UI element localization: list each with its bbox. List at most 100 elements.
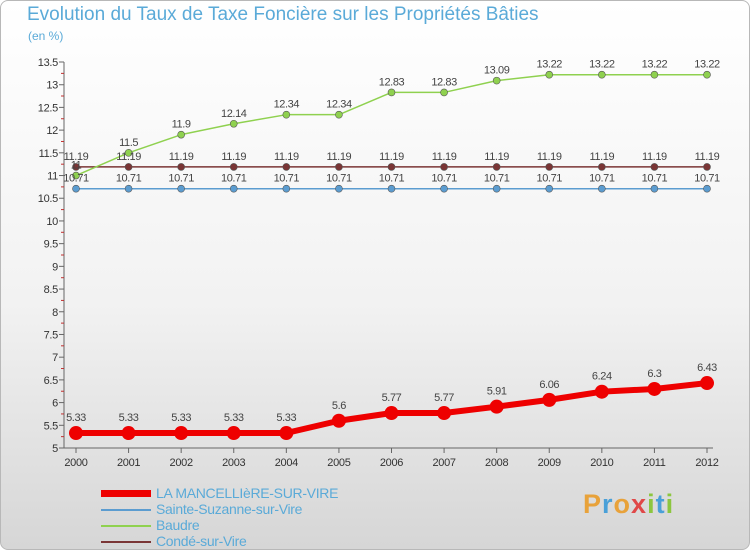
data-point bbox=[335, 184, 343, 193]
data-label: 11.19 bbox=[537, 151, 562, 163]
y-tick-label: 12.5 bbox=[38, 102, 58, 114]
logo-letter: r bbox=[602, 489, 614, 519]
legend-label: Baudre bbox=[156, 517, 200, 533]
data-label: 11.19 bbox=[221, 151, 246, 163]
y-tick-label: 8 bbox=[52, 307, 58, 319]
x-tick-label: 2003 bbox=[222, 457, 245, 469]
x-tick-label: 2010 bbox=[590, 457, 613, 469]
data-label: 11 bbox=[71, 160, 82, 172]
data-point bbox=[282, 184, 291, 193]
data-label: 5.91 bbox=[487, 386, 507, 398]
unit-label: (en %) bbox=[28, 29, 64, 43]
y-tick-label: 11.5 bbox=[39, 148, 59, 160]
data-point bbox=[124, 149, 133, 157]
data-label: 10.71 bbox=[326, 173, 352, 185]
data-label: 11.19 bbox=[379, 151, 404, 163]
legend-swatch bbox=[101, 525, 151, 527]
data-point bbox=[545, 184, 554, 193]
data-label: 11.19 bbox=[327, 151, 352, 163]
data-point bbox=[440, 163, 448, 171]
data-point bbox=[598, 184, 606, 193]
y-tick-label: 5.5 bbox=[44, 420, 59, 432]
data-label: 10.71 bbox=[589, 173, 615, 185]
x-tick-label: 2009 bbox=[538, 457, 561, 469]
data-point bbox=[700, 376, 714, 391]
data-point bbox=[331, 413, 346, 428]
data-label: 11.19 bbox=[64, 151, 89, 163]
logo-letter: P bbox=[583, 489, 603, 519]
data-point bbox=[124, 184, 133, 193]
x-tick-label: 2005 bbox=[327, 457, 350, 469]
x-tick-label: 2011 bbox=[643, 457, 666, 469]
data-label: 6.24 bbox=[592, 371, 612, 383]
x-tick-label: 2000 bbox=[64, 457, 87, 469]
chart-title: Evolution du Taux de Taxe Foncière sur l… bbox=[27, 4, 539, 25]
data-label: 12.34 bbox=[326, 99, 352, 111]
y-tick-label: 9 bbox=[52, 261, 58, 273]
data-label: 13.22 bbox=[694, 59, 720, 71]
data-label: 13.22 bbox=[589, 59, 615, 71]
legend-label: LA MANCELLIèRE-SUR-VIRE bbox=[156, 485, 339, 501]
data-label: 12.83 bbox=[379, 76, 405, 88]
y-tick-label: 6.5 bbox=[44, 375, 59, 387]
data-label: 11.19 bbox=[274, 151, 299, 163]
legend-label: Condé-sur-Vire bbox=[156, 533, 247, 549]
data-point bbox=[279, 426, 294, 441]
logo-letter: t bbox=[655, 489, 666, 519]
data-label: 11.19 bbox=[169, 151, 194, 163]
data-point bbox=[229, 119, 238, 128]
data-label: 10.71 bbox=[116, 173, 142, 185]
data-label: 5.33 bbox=[224, 412, 244, 424]
data-point bbox=[489, 399, 504, 414]
data-label: 11.19 bbox=[589, 151, 614, 163]
data-point bbox=[177, 184, 185, 193]
data-point bbox=[492, 76, 501, 85]
data-point bbox=[69, 426, 83, 441]
data-label: 12.83 bbox=[431, 76, 457, 88]
x-tick-label: 2012 bbox=[695, 457, 718, 469]
logo-letter: x bbox=[631, 489, 648, 519]
y-tick-label: 8.5 bbox=[44, 284, 59, 296]
data-label: 13.22 bbox=[642, 59, 668, 71]
data-label: 11.19 bbox=[484, 151, 509, 163]
data-point bbox=[492, 163, 501, 171]
data-label: 10.71 bbox=[536, 173, 562, 185]
x-tick-label: 2002 bbox=[170, 457, 193, 469]
y-tick-label: 13 bbox=[46, 80, 58, 92]
x-tick-label: 2006 bbox=[380, 457, 403, 469]
data-point bbox=[542, 392, 557, 407]
data-point bbox=[384, 406, 399, 421]
x-tick-label: 2004 bbox=[275, 457, 298, 469]
data-point bbox=[387, 163, 396, 171]
x-tick-label: 2001 bbox=[117, 457, 140, 469]
data-point bbox=[72, 163, 80, 171]
legend-swatch bbox=[101, 509, 151, 511]
data-point bbox=[387, 88, 396, 97]
y-tick-label: 10.5 bbox=[38, 193, 58, 205]
legend-swatch bbox=[101, 490, 151, 497]
data-label: 5.77 bbox=[434, 392, 454, 404]
data-point bbox=[594, 384, 609, 399]
data-point bbox=[492, 184, 501, 193]
y-tick-label: 7.5 bbox=[44, 329, 59, 341]
data-label: 10.71 bbox=[63, 173, 89, 185]
data-point bbox=[177, 163, 185, 171]
logo-letter: o bbox=[613, 489, 632, 519]
data-label: 13.09 bbox=[484, 65, 510, 77]
data-point bbox=[229, 163, 238, 171]
y-tick-label: 6 bbox=[52, 398, 58, 410]
data-label: 12.14 bbox=[221, 108, 247, 120]
data-label: 5.33 bbox=[171, 412, 191, 424]
data-label: 6.06 bbox=[539, 379, 559, 391]
data-point bbox=[545, 70, 554, 79]
data-point bbox=[703, 184, 711, 193]
data-label: 11.19 bbox=[116, 151, 141, 163]
legend-swatch bbox=[101, 541, 151, 543]
data-point bbox=[121, 426, 136, 441]
data-label: 11.19 bbox=[432, 151, 457, 163]
data-point bbox=[598, 70, 606, 79]
data-label: 11.9 bbox=[172, 119, 191, 131]
data-label: 10.71 bbox=[274, 173, 300, 185]
y-tick-label: 9.5 bbox=[44, 239, 59, 251]
